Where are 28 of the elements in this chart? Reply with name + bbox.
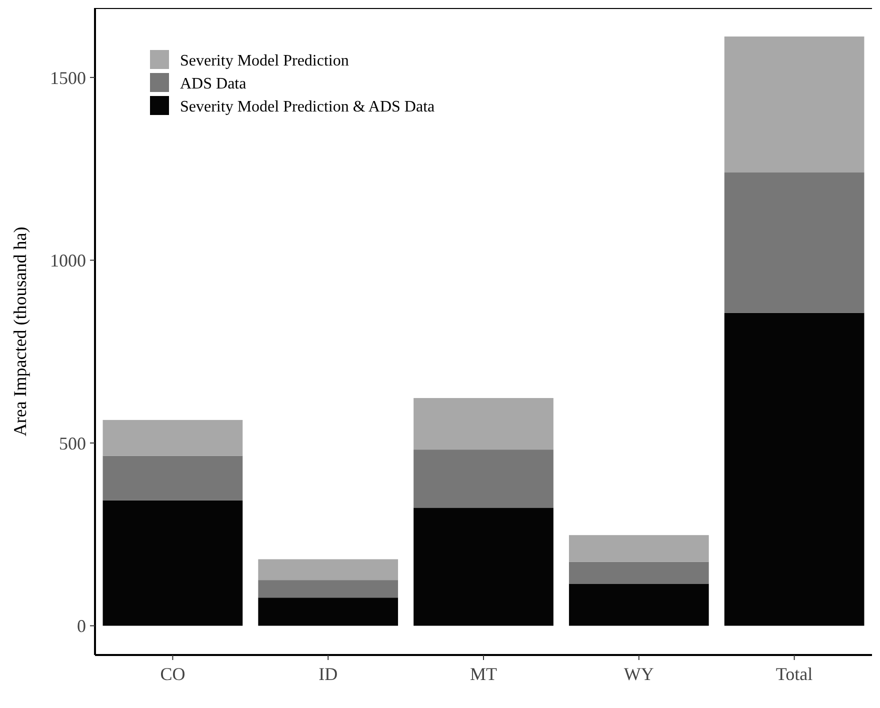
bar [568, 562, 709, 584]
bar [102, 420, 243, 456]
y-tick-label: 500 [59, 433, 86, 454]
x-tick-label: MT [470, 664, 498, 684]
x-tick-label: Total [776, 664, 813, 684]
x-tick-label: CO [160, 664, 186, 684]
bar [724, 36, 864, 172]
bar [414, 508, 554, 626]
legend-label: Severity Model Prediction & ADS Data [180, 98, 435, 116]
bar [724, 312, 864, 626]
bar [414, 450, 554, 508]
bar [258, 580, 398, 598]
y-tick-label: 1500 [50, 68, 86, 88]
bar [724, 172, 864, 313]
y-axis-title: Area Impacted (thousand ha) [10, 226, 30, 436]
bar [258, 559, 398, 580]
bar [102, 500, 243, 626]
legend-label: ADS Data [180, 76, 246, 93]
bar [414, 398, 554, 450]
x-tick-label: ID [318, 664, 338, 684]
bar [568, 584, 709, 626]
bar [102, 456, 243, 500]
y-tick-label: 1000 [50, 250, 86, 271]
legend-label: Severity Model Prediction [180, 52, 349, 70]
x-tick-label: WY [624, 664, 654, 684]
bar [258, 598, 398, 626]
bar [568, 535, 709, 562]
y-tick-label: 0 [77, 616, 86, 636]
